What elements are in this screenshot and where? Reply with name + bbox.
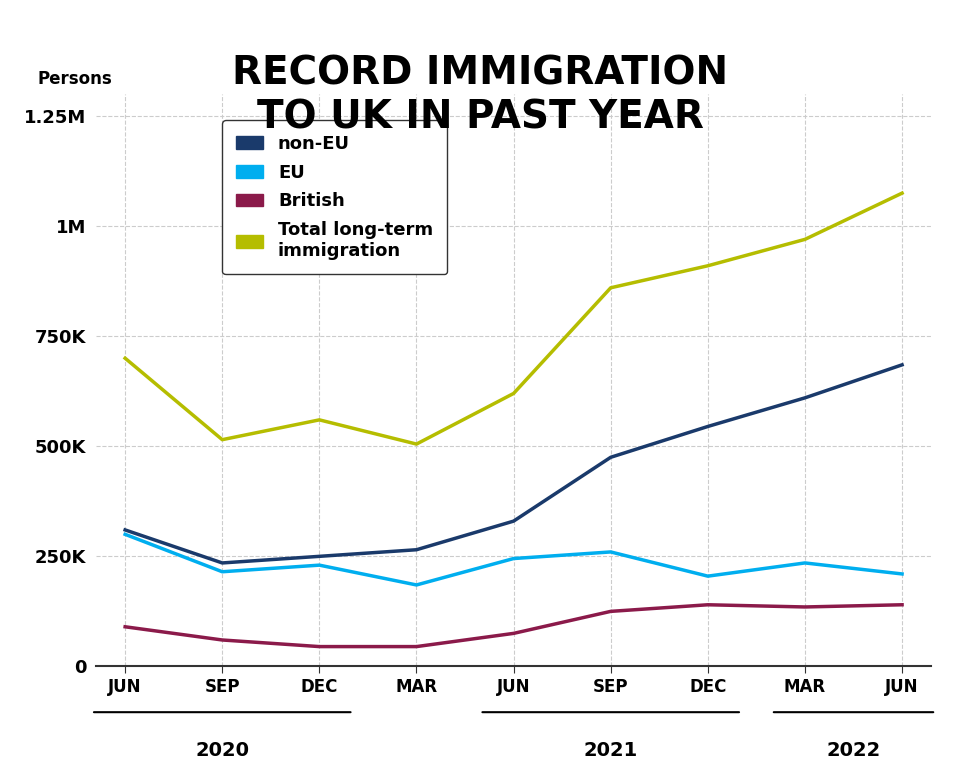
- Text: 2021: 2021: [584, 741, 637, 760]
- Text: Persons: Persons: [37, 71, 112, 89]
- Text: 2022: 2022: [827, 741, 880, 760]
- Text: 2020: 2020: [195, 741, 250, 760]
- Text: RECORD IMMIGRATION
TO UK IN PAST YEAR: RECORD IMMIGRATION TO UK IN PAST YEAR: [232, 55, 728, 137]
- Legend: non-EU, EU, British, Total long-term
immigration: non-EU, EU, British, Total long-term imm…: [222, 120, 447, 274]
